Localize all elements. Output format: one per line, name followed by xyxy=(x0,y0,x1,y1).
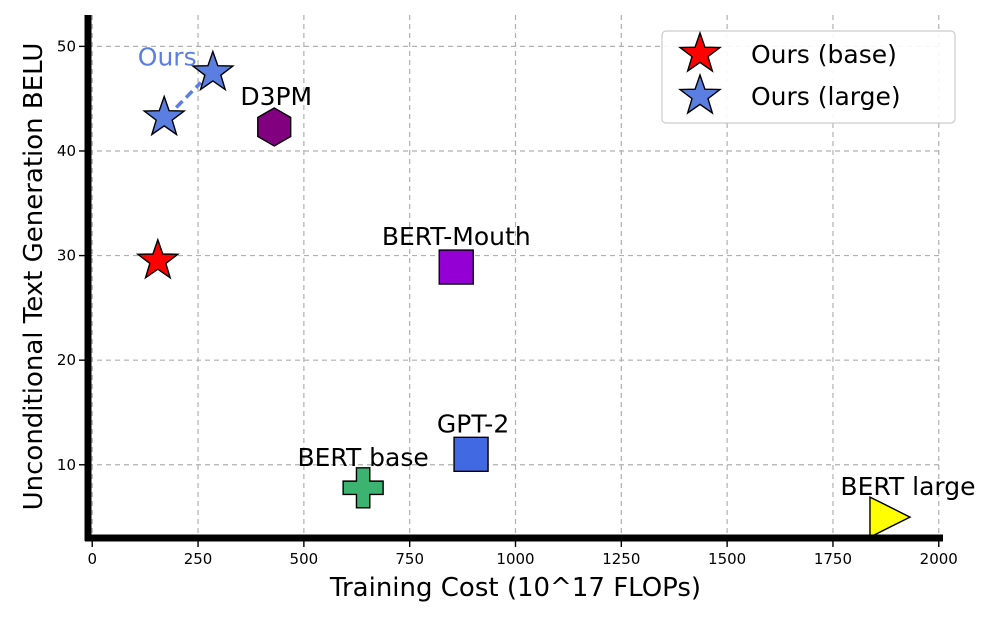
legend-marker-ours-base xyxy=(678,30,722,73)
d3pm-hexagon-marker-3 xyxy=(257,107,292,147)
label-bert-base: BERT base xyxy=(297,443,428,472)
ours-star-marker-1 xyxy=(142,94,187,137)
x-axis-title: Training Cost (10^17 FLOPs) xyxy=(329,573,701,603)
x-tick-label-500: 500 xyxy=(290,550,319,568)
ours-annotation: Ours xyxy=(138,43,197,72)
x-tick-label-1500: 1500 xyxy=(708,550,746,568)
bert-base-plus-marker-6 xyxy=(342,467,384,509)
point-labels: D3PM BERT-Mouth GPT-2 BERT base BERT large Ou… xyxy=(138,43,976,502)
label-bert-large: BERT large xyxy=(840,472,975,501)
label-bert-mouth: BERT-Mouth xyxy=(382,222,531,251)
grid-lines xyxy=(88,15,943,538)
bert-mouth-square-marker-4 xyxy=(438,249,474,285)
ours-star-marker-2 xyxy=(190,49,235,92)
x-tick-label-250: 250 xyxy=(184,550,213,568)
label-gpt-2: GPT-2 xyxy=(437,409,509,438)
ours-star-marker-0 xyxy=(135,237,180,280)
x-tick-label-1000: 1000 xyxy=(496,550,534,568)
y-tick-label-50: 50 xyxy=(57,37,76,55)
y-axis-title: Unconditional Text Generation BELU xyxy=(19,43,49,511)
bert-large-triangle-right-marker-7 xyxy=(869,495,912,539)
x-tick-label-0: 0 xyxy=(87,550,97,568)
label-d3pm: D3PM xyxy=(240,82,312,111)
ours-dashed-connector xyxy=(174,81,203,109)
legend-marker-ours-large xyxy=(678,72,722,115)
y-tick-label-10: 10 xyxy=(57,456,76,474)
x-tick-label-750: 750 xyxy=(395,550,424,568)
x-tick-label-2000: 2000 xyxy=(920,550,958,568)
x-tick-label-1250: 1250 xyxy=(602,550,640,568)
y-tick-label-30: 30 xyxy=(57,247,76,265)
x-tick-label-1750: 1750 xyxy=(814,550,852,568)
legend: Ours (base) Ours (large) xyxy=(661,30,956,124)
y-tick-label-20: 20 xyxy=(57,351,76,369)
legend-label-ours-large: Ours (large) xyxy=(751,82,901,111)
legend-label-ours-base: Ours (base) xyxy=(751,40,897,69)
tick-labels: 0 250 500 750 1000 1250 1500 1750 2000 10 20 30 40 50 xyxy=(57,37,958,568)
ours-connector-line xyxy=(174,81,203,109)
axes xyxy=(84,15,943,542)
data-points xyxy=(135,49,912,539)
legend-box xyxy=(661,30,956,124)
gpt-2-square-marker-5 xyxy=(453,436,489,473)
y-tick-label-40: 40 xyxy=(57,142,76,160)
